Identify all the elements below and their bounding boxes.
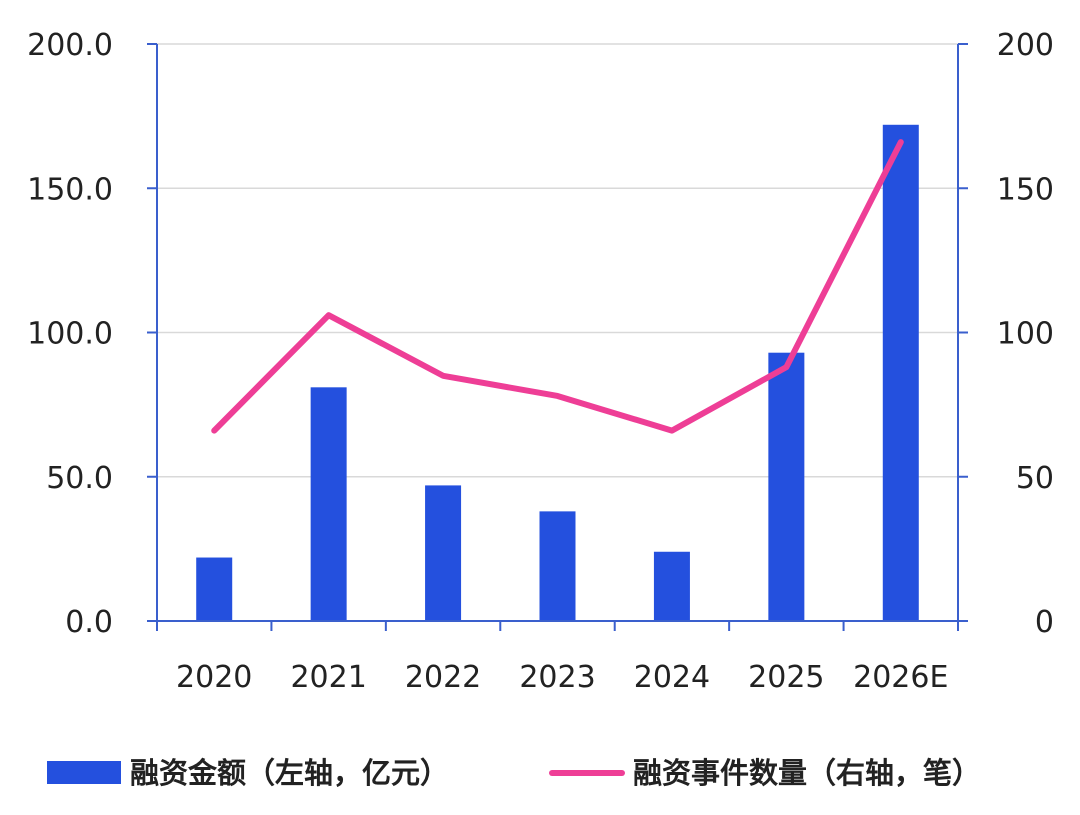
gridlines — [157, 43, 958, 478]
x-tick-label: 2020 — [176, 660, 252, 695]
bar-2021 — [310, 387, 347, 621]
x-axis-tick-labels: 2020 2021 2022 2023 2024 2025 2026E — [176, 660, 948, 695]
bar-2025 — [768, 352, 805, 621]
left-tick-label: 100.0 — [27, 317, 113, 352]
left-tick-label: 150.0 — [27, 172, 113, 207]
line-point-2022 — [442, 375, 444, 377]
right-tick-label: 150 — [997, 172, 1054, 207]
left-axis-tick-labels: 0.0 50.0 100.0 150.0 200.0 — [27, 28, 113, 640]
left-tick-label: 50.0 — [46, 461, 113, 496]
legend-label-bar: 融资金额（左轴，亿元） — [130, 756, 449, 790]
x-tick-label: 2026E — [853, 660, 948, 695]
bar-2023 — [539, 511, 576, 621]
bar-2026E — [882, 124, 919, 621]
bar-2022 — [425, 485, 462, 621]
right-tick-label: 0 — [1035, 605, 1054, 640]
x-tick-label: 2023 — [519, 660, 595, 695]
line-point-2025 — [785, 366, 787, 368]
right-tick-label: 200 — [997, 28, 1054, 63]
left-tick-label: 0.0 — [65, 605, 113, 640]
line-point-2026E — [900, 141, 902, 143]
x-tick-label: 2025 — [748, 660, 824, 695]
line-point-2020 — [213, 430, 215, 432]
line-point-2021 — [328, 314, 330, 316]
legend-swatch-bar — [47, 761, 121, 784]
legend-label-line: 融资事件数量（右轴，笔） — [633, 756, 981, 790]
bar-2020 — [196, 557, 233, 621]
x-tick-label: 2021 — [290, 660, 366, 695]
line-point-2024 — [671, 430, 673, 432]
x-tick-label: 2024 — [634, 660, 710, 695]
axes — [147, 43, 968, 631]
line-series — [211, 139, 904, 434]
x-tick-label: 2022 — [405, 660, 481, 695]
bar-series — [196, 124, 919, 621]
right-tick-label: 50 — [1016, 461, 1054, 496]
legend: 融资金额（左轴，亿元） 融资事件数量（右轴，笔） — [47, 756, 981, 790]
line-point-2023 — [557, 395, 558, 397]
bar-2024 — [653, 551, 690, 621]
right-tick-label: 100 — [997, 317, 1054, 352]
right-axis-tick-labels: 0 50 100 150 200 — [997, 28, 1054, 640]
left-tick-label: 200.0 — [27, 28, 113, 63]
